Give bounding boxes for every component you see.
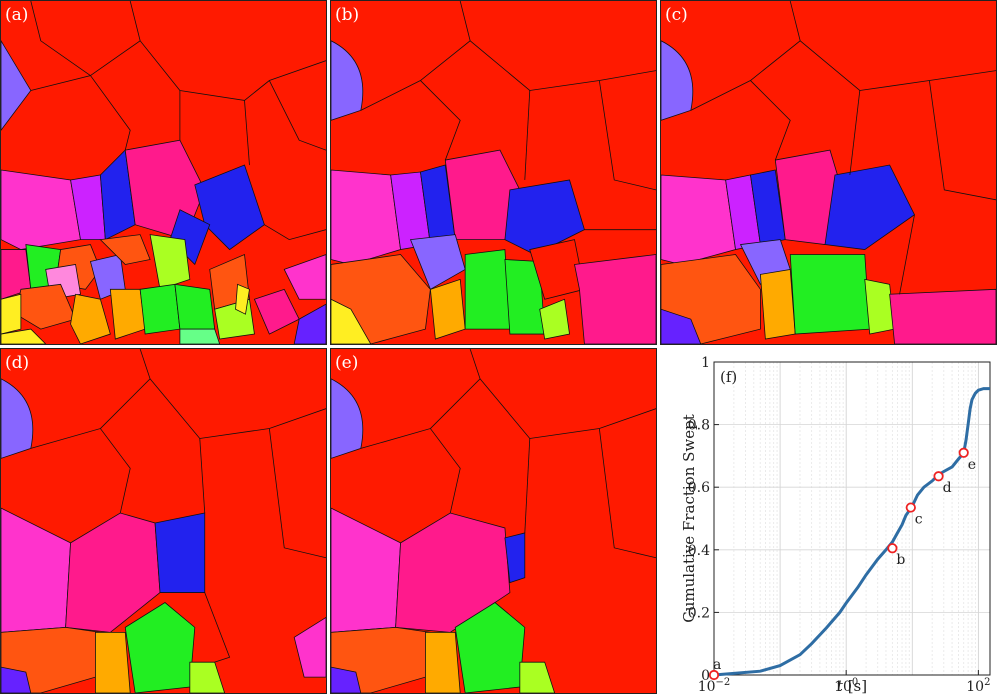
marker-label-e: e <box>968 457 976 473</box>
grain-map-b <box>331 1 656 344</box>
marker-d <box>933 471 944 482</box>
marker-label-d: d <box>943 480 952 496</box>
panel-f-label: (f) <box>720 368 737 386</box>
panel-b: (b) <box>330 0 657 345</box>
marker-label-b: b <box>896 552 905 568</box>
panel-d: (d) <box>0 348 327 694</box>
panel-a-label: (a) <box>5 5 29 25</box>
panel-a: (a) <box>0 0 327 345</box>
chart-grid <box>713 361 990 676</box>
x-tick-label: 10−2 <box>698 677 731 694</box>
plot-frame <box>713 361 991 676</box>
y-axis-label: Cumulative Fraction Swept <box>680 414 698 623</box>
panel-c-label: (c) <box>665 5 688 25</box>
y-tick-label: 0.8 <box>688 418 710 434</box>
x-tick-label: 100 <box>834 677 858 694</box>
x-axis-label: t [s] <box>837 677 867 694</box>
chart-markers: a b c de <box>708 447 976 681</box>
grain-map-a <box>1 1 326 344</box>
marker-a <box>708 669 720 681</box>
x-axis-label-unit: [s] <box>843 677 867 694</box>
panel-e: (e) <box>330 348 657 694</box>
panel-e-label: (e) <box>335 353 359 373</box>
x-tick-label: 102 <box>966 677 990 694</box>
grain-map-e <box>331 349 656 693</box>
marker-b <box>887 543 898 554</box>
grain-map-d <box>1 349 326 693</box>
marker-c <box>905 502 916 513</box>
y-tick-label: 0.6 <box>688 480 710 496</box>
panel-b-label: (b) <box>335 5 360 25</box>
series-line <box>713 387 990 677</box>
y-tick-label: 0 <box>701 668 710 684</box>
marker-e <box>958 447 969 458</box>
x-axis-label-text: t <box>837 677 844 694</box>
panel-d-label: (d) <box>5 353 30 373</box>
y-tick-label: 0.4 <box>688 543 710 559</box>
grain-map-c <box>661 1 996 344</box>
chart-ticks: 0 0.2 0.4 0.6 0.8 1 10−2 100 102 <box>688 355 991 694</box>
marker-label-a: a <box>713 657 721 673</box>
y-tick-label: 1 <box>701 355 710 371</box>
marker-label-c: c <box>915 512 923 528</box>
y-tick-label: 0.2 <box>688 605 710 621</box>
panel-c: (c) <box>660 0 997 345</box>
